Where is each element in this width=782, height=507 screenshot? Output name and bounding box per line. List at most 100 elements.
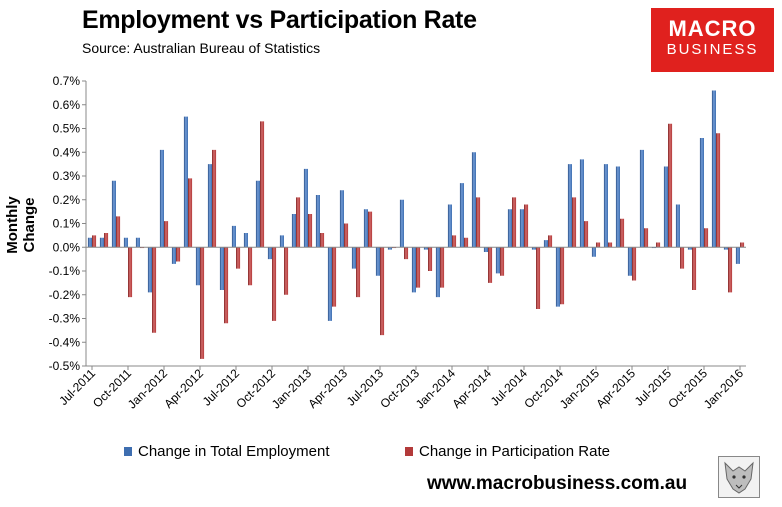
participation-bar	[488, 247, 493, 283]
employment-bar	[615, 166, 620, 248]
participation-bars	[92, 121, 745, 359]
employment-bar	[303, 168, 308, 248]
employment-bar	[531, 247, 536, 250]
employment-bar	[519, 209, 524, 248]
participation-bar	[560, 247, 565, 305]
participation-bar	[236, 247, 241, 269]
y-axis-ticks: 0.7% 0.6% 0.5% 0.4% 0.3% 0.2% 0.1% 0.0% -0.1% -0.…	[49, 74, 86, 373]
employment-bar	[435, 247, 440, 298]
participation-bar	[704, 228, 709, 248]
y-tick-label: -0.4%	[49, 335, 81, 349]
employment-bar	[687, 247, 692, 250]
employment-bar	[99, 237, 104, 248]
y-tick-label: 0.1%	[53, 217, 81, 231]
y-tick-label: 0.7%	[53, 74, 81, 88]
participation-bar	[272, 247, 277, 321]
legend-swatch-participation	[405, 447, 413, 456]
x-tick-label: Apr-2013	[305, 366, 350, 411]
logo-line-2: BUSINESS	[666, 41, 759, 58]
participation-bar	[164, 221, 169, 248]
employment-bar	[243, 233, 248, 248]
employment-bar	[387, 247, 392, 250]
participation-bar	[584, 221, 589, 248]
legend-label-employment: Change in Total Employment	[138, 443, 330, 460]
participation-bar	[500, 247, 505, 276]
employment-bar	[639, 149, 644, 248]
participation-bar	[524, 204, 529, 248]
employment-bar	[279, 235, 284, 248]
x-tick-label: Apr-2014	[449, 366, 494, 411]
employment-bar	[735, 247, 740, 264]
employment-bar	[375, 247, 380, 276]
employment-bar	[195, 247, 200, 286]
participation-bar	[440, 247, 445, 288]
participation-bar	[104, 233, 109, 248]
participation-bar	[740, 242, 745, 248]
participation-bar	[320, 233, 325, 248]
chart-title: Employment vs Participation Rate	[82, 6, 477, 34]
participation-bar	[728, 247, 733, 293]
website-url[interactable]: www.macrobusiness.com.au	[427, 473, 688, 494]
x-tick-label: Apr-2015	[593, 366, 638, 411]
employment-bar	[459, 183, 464, 248]
participation-bar	[260, 121, 265, 248]
participation-bar	[404, 247, 409, 260]
macrobusiness-logo: MACRO BUSINESS	[651, 8, 774, 72]
y-tick-label: 0.3%	[53, 169, 81, 183]
participation-bar	[380, 247, 385, 336]
employment-bars	[87, 90, 740, 321]
employment-bar	[327, 247, 332, 321]
employment-bar	[147, 247, 152, 293]
y-tick-label: -0.1%	[49, 264, 81, 278]
legend-item-employment: Change in Total Employment	[124, 443, 330, 460]
chart-legend: Change in Total Employment Change in Par…	[0, 443, 782, 463]
participation-bar	[512, 197, 517, 248]
participation-bar	[632, 247, 637, 281]
employment-bar	[87, 237, 92, 248]
employment-bar	[483, 247, 488, 252]
participation-bar	[188, 178, 193, 248]
employment-bar	[471, 152, 476, 248]
participation-bar	[152, 247, 157, 333]
participation-bar	[692, 247, 697, 290]
participation-bar	[368, 211, 373, 248]
employment-bar	[555, 247, 560, 307]
participation-bar	[284, 247, 289, 295]
participation-bar	[596, 242, 601, 248]
employment-bar	[543, 240, 548, 248]
participation-bar	[680, 247, 685, 269]
employment-bar	[447, 204, 452, 248]
participation-bar	[572, 197, 577, 248]
employment-bar	[411, 247, 416, 293]
y-tick-label: 0.0%	[53, 240, 81, 254]
participation-bar	[608, 242, 613, 248]
employment-bar	[123, 237, 128, 248]
legend-item-participation: Change in Participation Rate	[405, 443, 610, 460]
employment-bar	[591, 247, 596, 257]
employment-bar	[495, 247, 500, 274]
wolf-logo-image	[718, 456, 760, 498]
legend-swatch-employment	[124, 447, 132, 456]
participation-bar	[620, 218, 625, 248]
employment-bar	[111, 180, 116, 248]
participation-bar	[332, 247, 337, 307]
employment-bar	[183, 116, 188, 248]
employment-bar	[675, 204, 680, 248]
x-axis-ticks: Jul-2011Oct-2011Jan-2012Apr-2012Jul-2012…	[56, 366, 746, 412]
employment-bar	[723, 247, 728, 250]
employment-bar	[579, 159, 584, 248]
participation-bar	[116, 216, 121, 248]
logo-line-1: MACRO	[668, 16, 757, 41]
employment-bar	[627, 247, 632, 276]
employment-bar	[399, 199, 404, 248]
y-tick-label: -0.2%	[49, 288, 81, 302]
y-tick-label: -0.5%	[49, 359, 81, 373]
x-tick-label: Jan-2016	[701, 366, 747, 412]
participation-bar	[308, 214, 313, 248]
x-tick-label: Apr-2012	[161, 366, 206, 411]
participation-bar	[128, 247, 133, 298]
employment-bar	[507, 209, 512, 248]
employment-bar	[207, 164, 212, 248]
employment-bar	[291, 214, 296, 248]
